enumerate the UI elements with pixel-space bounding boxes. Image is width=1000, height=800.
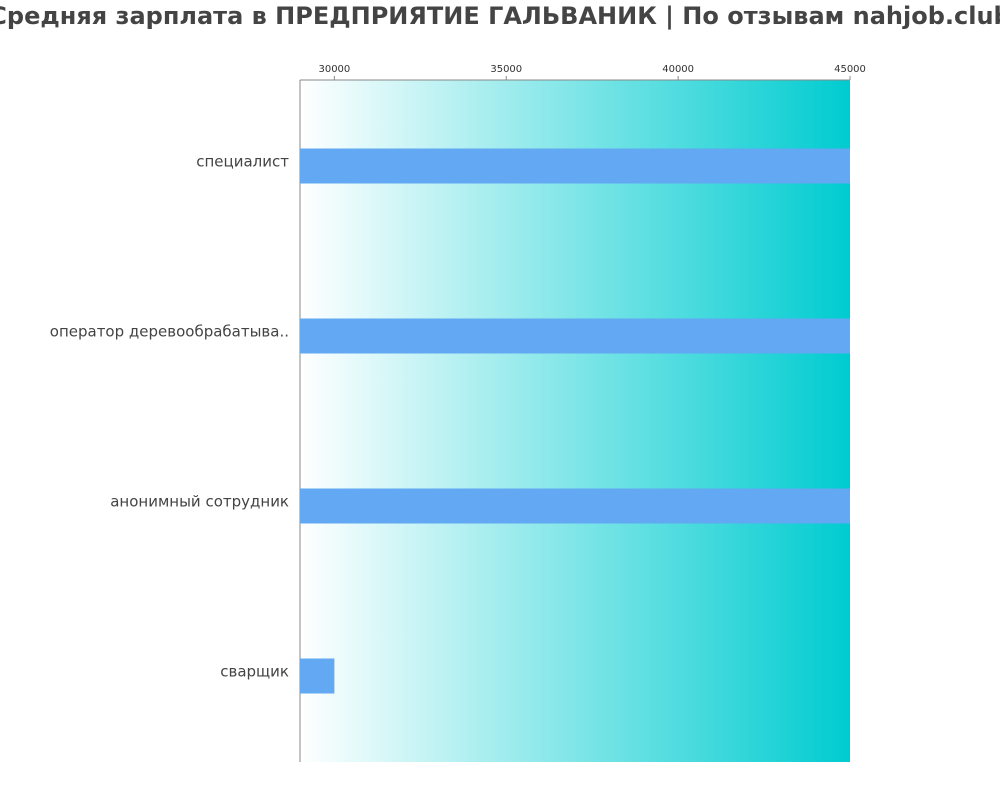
x-tick-label: 30000 [318, 64, 350, 75]
bars [300, 148, 850, 694]
category-label: оператор деревообрабатыва.. [50, 323, 289, 341]
category-label: специалист [196, 153, 289, 171]
x-axis: 30000 35000 40000 45000 [299, 64, 866, 762]
category-labels: специалист оператор деревообрабатыва.. ано… [50, 153, 289, 681]
category-label: анонимный сотрудник [110, 493, 289, 511]
bar [300, 318, 850, 354]
bar [300, 658, 335, 694]
bar [300, 488, 850, 524]
chart-title: Средняя зарплата в ПРЕДПРИЯТИЕ ГАЛЬВАНИК… [0, 2, 1000, 30]
plot-background [300, 80, 850, 762]
bar [300, 148, 850, 184]
x-tick-label: 45000 [834, 64, 866, 75]
x-tick-label: 35000 [490, 64, 522, 75]
category-label: сварщик [220, 663, 289, 681]
x-tick-label: 40000 [662, 64, 694, 75]
